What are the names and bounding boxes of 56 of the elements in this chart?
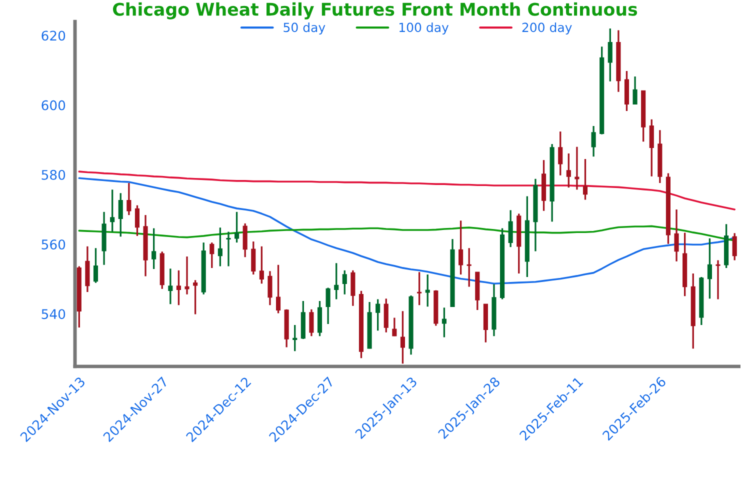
- candlestick: [342, 270, 347, 296]
- candlestick: [417, 271, 422, 306]
- candlestick: [707, 238, 712, 300]
- candlestick: [168, 268, 173, 305]
- candlestick: [226, 230, 231, 268]
- chart-title: Chicago Wheat Daily Futures Front Month Continuous: [113, 2, 638, 20]
- candlestick: [384, 298, 388, 334]
- candlestick: [350, 270, 356, 307]
- candlestick: [184, 256, 190, 296]
- candlestick: [716, 259, 720, 300]
- y-tick-label: 580: [42, 170, 66, 180]
- y-tick-label: 540: [42, 309, 66, 320]
- candlestick: [458, 220, 464, 276]
- candlestick: [259, 246, 264, 284]
- candlestick: [292, 324, 298, 352]
- candlestick: [392, 316, 397, 337]
- candlestick: [251, 240, 256, 276]
- y-tick-label: 620: [42, 30, 66, 41]
- candlestick: [326, 286, 330, 325]
- candlestick: [93, 247, 98, 284]
- candlestick: [566, 152, 571, 188]
- y-tick-label: 600: [42, 100, 66, 110]
- candlestick: [110, 188, 115, 233]
- candlestick: [126, 182, 132, 216]
- candlestick: [558, 130, 563, 176]
- candlestick: [674, 208, 679, 262]
- candlestick: [218, 226, 222, 268]
- legend-label: 50 day: [284, 22, 326, 35]
- candlestick: [632, 76, 638, 106]
- candlestick: [118, 192, 123, 238]
- candlestick: [732, 232, 737, 262]
- candlestick: [268, 270, 272, 306]
- y-tick-label: 560: [42, 240, 66, 250]
- candlestick: [442, 306, 446, 338]
- candlestick: [152, 227, 156, 270]
- candlestick: [508, 209, 513, 248]
- candlestick: [210, 242, 214, 269]
- candlestick: [176, 270, 181, 306]
- candlestick: [608, 28, 612, 82]
- candlestick: [400, 310, 406, 364]
- line-series: [78, 170, 736, 210]
- candlestick: [591, 125, 596, 158]
- candlestick: [193, 279, 198, 316]
- candlestick: [134, 204, 140, 237]
- legend-label: 100 day: [399, 22, 449, 35]
- candlestick: [582, 158, 588, 201]
- candlestick: [334, 262, 339, 300]
- candlestick: [649, 118, 654, 178]
- candlestick: [574, 146, 580, 190]
- candlestick: [234, 211, 240, 244]
- candlestick: [276, 264, 281, 314]
- candlestick: [242, 222, 248, 258]
- legend-label: 200 day: [522, 22, 572, 35]
- candlestick: [466, 247, 472, 288]
- candlestick: [376, 298, 380, 332]
- candlestick: [309, 308, 314, 337]
